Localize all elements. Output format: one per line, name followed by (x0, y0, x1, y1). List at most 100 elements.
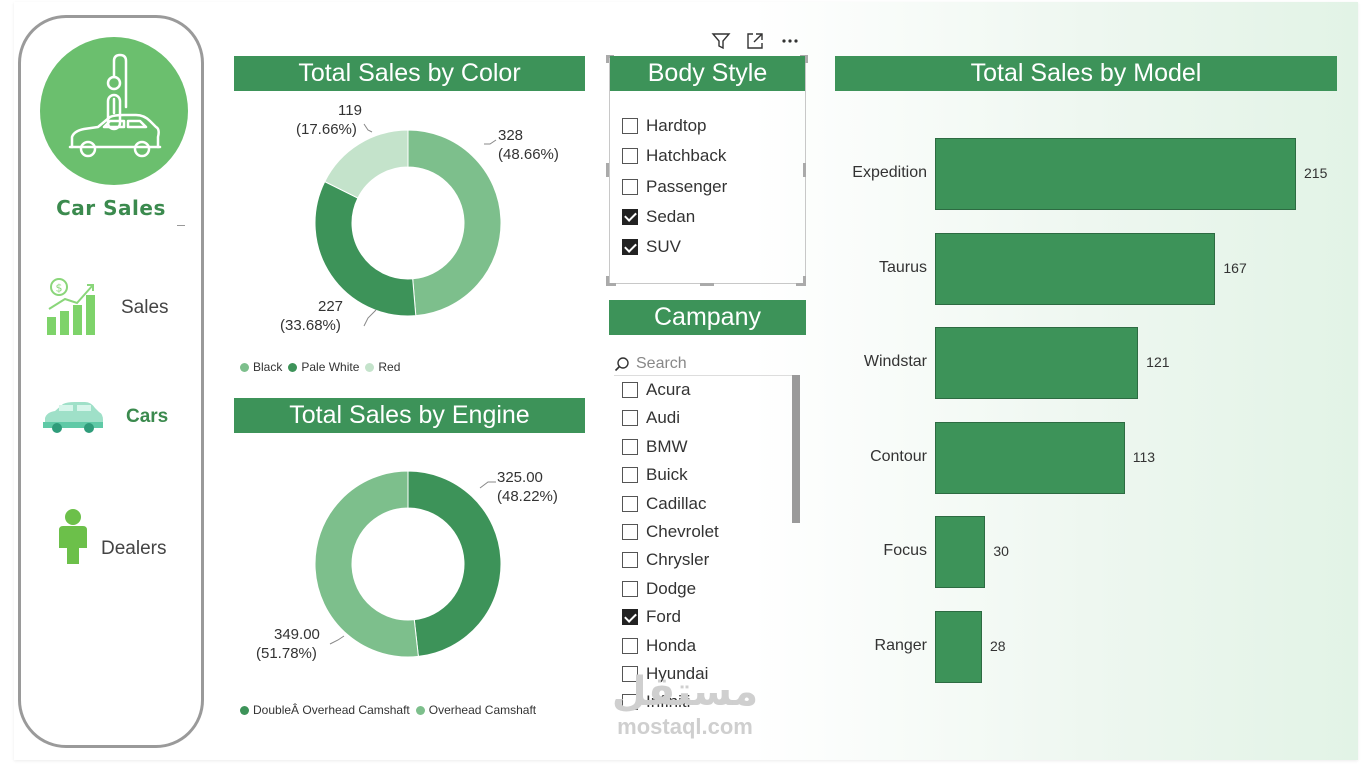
body-style-item-sedan[interactable]: Sedan (622, 205, 695, 229)
checkbox[interactable] (622, 495, 638, 512)
nav-item-sales[interactable]: $ Sales (21, 273, 201, 343)
legend-item-palewhite[interactable]: Pale White (288, 360, 359, 374)
checkbox[interactable] (622, 438, 638, 455)
divider (177, 225, 185, 226)
color-legend: Black Pale White Red (240, 360, 400, 374)
company-item-chevrolet[interactable]: Chevrolet (622, 520, 719, 544)
checkbox[interactable] (622, 208, 638, 225)
resize-handle[interactable] (805, 55, 808, 63)
more-options-button[interactable] (776, 28, 804, 54)
company-item-buick[interactable]: Buick (622, 463, 688, 487)
company-search-box[interactable]: Search (614, 353, 800, 376)
company-item-dodge[interactable]: Dodge (622, 577, 696, 601)
body-style-item-label: Hardtop (646, 116, 707, 135)
checkbox[interactable] (622, 524, 638, 540)
color-label-red: 119 (17.66%) (296, 101, 362, 139)
nav-item-dealers[interactable]: Dealers (21, 506, 201, 576)
company-item-chrysler[interactable]: Chrysler (622, 548, 709, 572)
body-style-item-passenger[interactable]: Passenger (622, 175, 727, 199)
body-style-item-suv[interactable]: SUV (622, 235, 681, 259)
resize-handle[interactable] (606, 55, 609, 63)
checkbox[interactable] (622, 609, 638, 626)
donut-slice-dohc[interactable] (407, 470, 502, 657)
engine-donut-chart[interactable] (300, 456, 516, 672)
company-scrollbar[interactable] (792, 375, 800, 523)
donut-slice-red[interactable] (324, 129, 409, 199)
resize-handle[interactable] (803, 276, 806, 286)
company-item-infiniti[interactable]: Infiniti (622, 690, 690, 714)
bar-category-label: Contour (870, 447, 927, 465)
donut-slice-black[interactable] (407, 129, 502, 317)
checkbox[interactable] (622, 178, 638, 195)
color-donut-chart[interactable] (300, 115, 516, 331)
person-icon (59, 509, 87, 564)
company-item-ford[interactable]: Ford (622, 605, 681, 629)
company-item-honda[interactable]: Honda (622, 634, 696, 658)
resize-handle[interactable] (796, 283, 806, 286)
legend-item-red[interactable]: Red (365, 360, 400, 374)
resize-handle[interactable] (606, 163, 609, 177)
company-item-acura[interactable]: Acura (622, 378, 690, 402)
legend-label-ohc: Overhead Camshaft (428, 703, 537, 717)
company-item-cadillac[interactable]: Cadillac (622, 492, 706, 516)
checkbox[interactable] (622, 637, 638, 654)
company-item-hyundai[interactable]: Hyundai (622, 662, 708, 686)
color-label-black: 328 (48.66%) (498, 126, 559, 164)
checkbox[interactable] (622, 410, 638, 427)
bar-taurus[interactable] (935, 232, 1216, 305)
bar-contour[interactable] (935, 421, 1125, 494)
legend-label-dohc: DoubleÂ Overhead Camshaft (253, 703, 410, 717)
legend-label-palewhite: Pale White (301, 360, 360, 374)
checkbox[interactable] (622, 382, 638, 398)
checkbox[interactable] (622, 552, 638, 569)
nav-label-dealers: Dealers (101, 538, 167, 559)
legend-item-ohc[interactable]: Overhead Camshaft (415, 703, 537, 717)
body-style-item-hardtop[interactable]: Hardtop (622, 114, 706, 138)
bar-category-label: Focus (883, 542, 927, 559)
filter-icon (711, 33, 731, 50)
color-label-red-value: 119 (338, 102, 362, 119)
bar-value-label: 30 (993, 543, 1009, 559)
resize-handle[interactable] (700, 283, 714, 286)
donut-slice-pale-white[interactable] (314, 180, 417, 317)
bar-ranger[interactable] (935, 610, 982, 683)
car-icon (43, 402, 103, 433)
body-style-item-hatchback[interactable]: Hatchback (622, 144, 726, 168)
company-item-label: Hyundai (646, 664, 709, 683)
logo-badge (40, 37, 188, 185)
nav-item-cars[interactable]: Cars (21, 388, 201, 458)
bar-category-label: Windstar (863, 353, 927, 370)
company-item-label: Infiniti (646, 692, 691, 712)
company-item-audi[interactable]: Audi (622, 406, 680, 430)
focus-mode-button[interactable] (741, 28, 769, 54)
checkbox[interactable] (622, 694, 638, 711)
bar-windstar[interactable] (935, 327, 1139, 399)
search-icon (614, 357, 629, 372)
resize-handle[interactable] (803, 163, 806, 177)
checkbox[interactable] (622, 239, 638, 256)
company-item-bmw[interactable]: BMW (622, 435, 688, 459)
engine-label-ohc: 349.00 (51.78%) (256, 625, 320, 663)
checkbox[interactable] (622, 666, 638, 682)
expand-icon (747, 33, 763, 49)
resize-handle[interactable] (606, 283, 616, 286)
filter-button[interactable] (707, 28, 735, 54)
checkbox[interactable] (622, 148, 638, 165)
bar-expedition[interactable] (935, 138, 1296, 210)
bar-focus[interactable] (935, 516, 986, 588)
donut-slice-ohc[interactable] (314, 470, 419, 658)
resize-handle[interactable] (606, 276, 609, 286)
legend-item-black[interactable]: Black (240, 360, 282, 374)
legend-label-black: Black (253, 360, 283, 374)
engine-label-ohc-pct: (51.78%) (256, 645, 317, 662)
checkbox[interactable] (622, 580, 638, 597)
color-label-palewhite: 227 (33.68%) (280, 297, 343, 335)
body-style-item-label: SUV (646, 237, 681, 257)
engine-label-ohc-value: 349.00 (274, 626, 320, 643)
sidebar: Car Sales $ Sales Cars Dea (18, 15, 204, 748)
checkbox[interactable] (622, 467, 638, 484)
company-item-label: BMW (646, 436, 688, 456)
legend-item-dohc[interactable]: DoubleÂ Overhead Camshaft (240, 703, 410, 717)
company-item-label: Cadillac (646, 493, 707, 513)
checkbox[interactable] (622, 118, 638, 134)
